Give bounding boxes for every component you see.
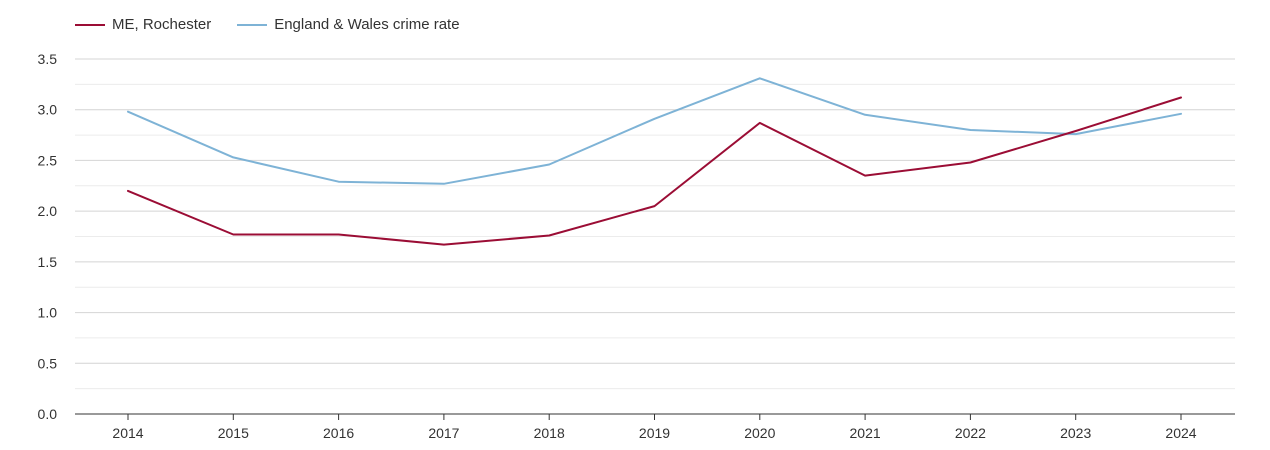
- x-tick-label: 2021: [850, 425, 881, 441]
- x-tick-label: 2024: [1165, 425, 1196, 441]
- legend-label-rochester: ME, Rochester: [112, 16, 212, 33]
- x-tick-label: 2017: [428, 425, 459, 441]
- y-tick-label: 3.0: [38, 102, 58, 118]
- y-tick-label: 0.0: [38, 406, 58, 422]
- y-tick-label: 3.5: [38, 51, 58, 67]
- legend-swatch-rochester: [75, 23, 105, 26]
- legend-item-rochester[interactable]: ME, Rochester: [75, 16, 211, 33]
- y-tick-label: 0.5: [38, 355, 58, 371]
- x-tick-label: 2016: [323, 425, 354, 441]
- x-tick-label: 2015: [218, 425, 249, 441]
- legend: ME, Rochester England & Wales crime rate: [75, 16, 460, 33]
- y-tick-label: 2.5: [38, 152, 58, 168]
- legend-item-england-wales[interactable]: England & Wales crime rate: [237, 16, 460, 33]
- y-tick-label: 1.5: [38, 254, 58, 270]
- series-line-rochester: [127, 96, 1182, 246]
- y-tick-label: 1.0: [38, 305, 58, 321]
- x-tick-label: 2020: [744, 425, 775, 441]
- x-tick-label: 2022: [955, 425, 986, 441]
- x-tick-label: 2023: [1060, 425, 1091, 441]
- legend-swatch-england-wales: [237, 23, 268, 26]
- x-tick-label: 2014: [112, 425, 143, 441]
- series-line-england-wales: [127, 77, 1182, 185]
- x-tick-label: 2019: [639, 425, 670, 441]
- x-tick-label: 2018: [534, 425, 565, 441]
- legend-label-england-wales: England & Wales crime rate: [274, 16, 460, 33]
- y-tick-label: 2.0: [38, 203, 58, 219]
